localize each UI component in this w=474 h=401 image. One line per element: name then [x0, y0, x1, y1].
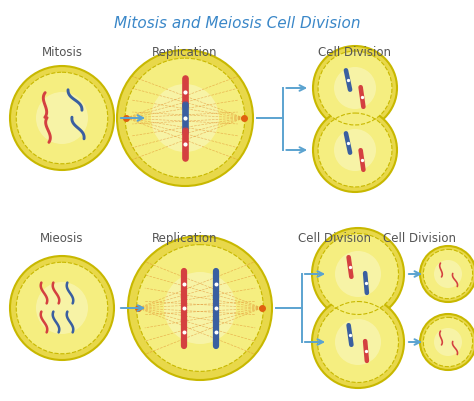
Circle shape — [334, 129, 376, 171]
Circle shape — [36, 282, 88, 334]
Circle shape — [420, 246, 474, 302]
Circle shape — [10, 256, 114, 360]
Circle shape — [335, 319, 381, 365]
Circle shape — [164, 272, 236, 344]
Text: Cell Division: Cell Division — [319, 46, 392, 59]
Circle shape — [151, 84, 219, 152]
Circle shape — [125, 58, 245, 178]
Text: Cell Division: Cell Division — [299, 232, 372, 245]
Circle shape — [312, 296, 404, 388]
Circle shape — [16, 72, 108, 164]
Circle shape — [137, 245, 264, 371]
Text: Mitosis: Mitosis — [42, 46, 82, 59]
Circle shape — [117, 50, 253, 186]
Circle shape — [16, 262, 108, 354]
Circle shape — [128, 236, 272, 380]
Circle shape — [318, 51, 392, 125]
Text: Mieosis: Mieosis — [40, 232, 84, 245]
Text: Replication: Replication — [152, 46, 218, 59]
Circle shape — [434, 260, 462, 288]
Circle shape — [318, 233, 399, 314]
Text: Mitosis and Meiosis Cell Division: Mitosis and Meiosis Cell Division — [114, 16, 360, 31]
Text: Replication: Replication — [152, 232, 218, 245]
Circle shape — [318, 113, 392, 187]
Text: Cell Division: Cell Division — [383, 232, 456, 245]
Circle shape — [313, 46, 397, 130]
Circle shape — [36, 92, 88, 144]
Circle shape — [312, 228, 404, 320]
Circle shape — [423, 249, 473, 299]
Circle shape — [335, 251, 381, 297]
Circle shape — [10, 66, 114, 170]
Circle shape — [434, 328, 462, 356]
Circle shape — [420, 314, 474, 370]
Circle shape — [313, 108, 397, 192]
Circle shape — [318, 302, 399, 383]
Circle shape — [334, 67, 376, 109]
Circle shape — [423, 317, 473, 367]
